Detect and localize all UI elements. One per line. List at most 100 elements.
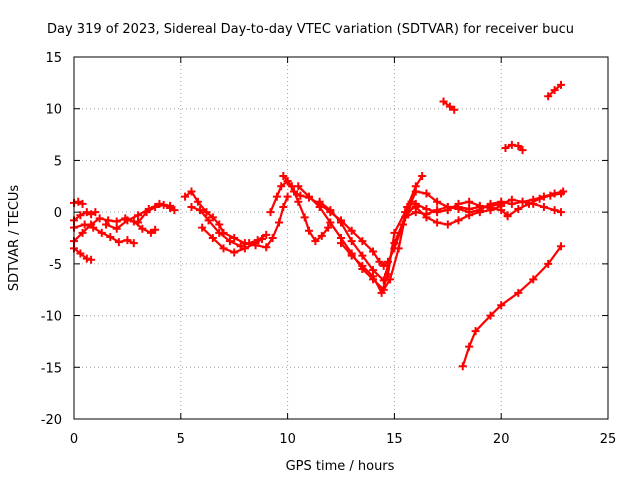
data-point <box>450 105 459 114</box>
data-point <box>215 228 224 237</box>
series-arc4 <box>70 197 87 208</box>
data-point <box>76 249 85 258</box>
data-point <box>208 213 217 222</box>
data-point <box>204 216 213 225</box>
data-point <box>544 92 553 101</box>
data-point <box>97 228 106 237</box>
data-point <box>134 211 143 220</box>
data-point <box>358 261 367 270</box>
y-tick-label: -10 <box>41 310 62 325</box>
data-point <box>497 206 506 215</box>
data-point <box>129 239 138 248</box>
data-point <box>240 244 249 253</box>
x-tick-label: 15 <box>386 432 403 447</box>
data-point <box>369 247 378 256</box>
data-point <box>277 182 286 191</box>
data-point <box>146 228 155 237</box>
data-point <box>369 272 378 281</box>
data-point <box>503 212 512 221</box>
data-point <box>337 218 345 227</box>
data-point <box>454 199 463 208</box>
data-point <box>418 171 427 180</box>
data-point <box>497 301 506 310</box>
data-point <box>486 311 495 320</box>
data-point <box>294 197 303 206</box>
series-line <box>339 204 503 294</box>
data-point <box>375 257 384 266</box>
data-point <box>106 232 115 241</box>
data-point <box>225 237 234 246</box>
plot-frame <box>73 56 609 420</box>
data-point <box>112 224 121 233</box>
data-point <box>187 187 196 196</box>
data-point <box>411 199 420 208</box>
series-arc20 <box>544 80 566 101</box>
x-tick-label: 25 <box>600 432 617 447</box>
series-arc10 <box>198 223 266 257</box>
data-point <box>89 223 98 232</box>
data-point <box>123 236 132 245</box>
data-point <box>433 218 442 227</box>
data-point <box>475 201 484 210</box>
series-arc14 <box>315 195 566 285</box>
data-point <box>283 177 292 186</box>
series-line <box>297 174 424 291</box>
data-point <box>546 191 555 200</box>
data-point <box>422 213 431 222</box>
data-point <box>529 275 538 284</box>
data-point <box>142 208 151 217</box>
data-point <box>304 192 313 201</box>
axis-layer: 0 5 10 15 20 25 -20 -15 -10 -5 0 5 10 15 <box>41 51 617 447</box>
series-arc15 <box>337 201 506 297</box>
data-point <box>294 182 303 191</box>
series-layer <box>70 80 568 371</box>
data-point <box>445 102 454 111</box>
data-point <box>383 270 392 279</box>
data-point <box>422 205 431 214</box>
data-point <box>557 80 566 89</box>
data-point <box>443 220 452 229</box>
data-point <box>251 239 260 248</box>
data-point <box>501 144 510 153</box>
data-point <box>151 225 160 234</box>
series-arc19 <box>501 140 527 155</box>
data-point <box>215 220 224 229</box>
data-point <box>337 239 345 248</box>
data-point <box>557 189 566 198</box>
data-point <box>262 243 271 252</box>
series-arc7 <box>134 200 175 227</box>
data-point <box>465 197 474 206</box>
data-point <box>379 261 388 270</box>
data-point <box>300 213 309 222</box>
y-tick-label: 15 <box>45 51 62 66</box>
data-point <box>123 216 132 225</box>
data-point <box>550 206 559 215</box>
data-point <box>193 197 202 206</box>
data-point <box>439 97 448 106</box>
series-arc2 <box>70 220 138 248</box>
data-point <box>358 251 367 260</box>
data-point <box>433 197 442 206</box>
data-point <box>311 237 320 246</box>
x-axis-label: GPS time / hours <box>286 459 395 474</box>
data-point <box>102 220 111 229</box>
data-point <box>112 217 121 226</box>
data-point <box>557 208 566 217</box>
data-point <box>181 192 190 201</box>
data-point <box>326 206 335 215</box>
data-point <box>87 255 96 264</box>
data-point <box>347 226 356 235</box>
data-point <box>104 216 113 225</box>
y-tick-label: 0 <box>54 206 62 221</box>
data-point <box>458 362 467 371</box>
data-point <box>74 197 83 206</box>
data-point <box>129 217 138 226</box>
data-point <box>296 191 305 200</box>
data-point <box>411 182 420 191</box>
chart-title: Day 319 of 2023, Sidereal Day-to-day VTE… <box>47 22 574 37</box>
data-point <box>557 242 566 251</box>
data-point <box>230 248 239 257</box>
y-axis-label: SDTVAR / TECUs <box>7 185 22 292</box>
data-point <box>114 238 123 247</box>
data-point <box>471 327 480 336</box>
